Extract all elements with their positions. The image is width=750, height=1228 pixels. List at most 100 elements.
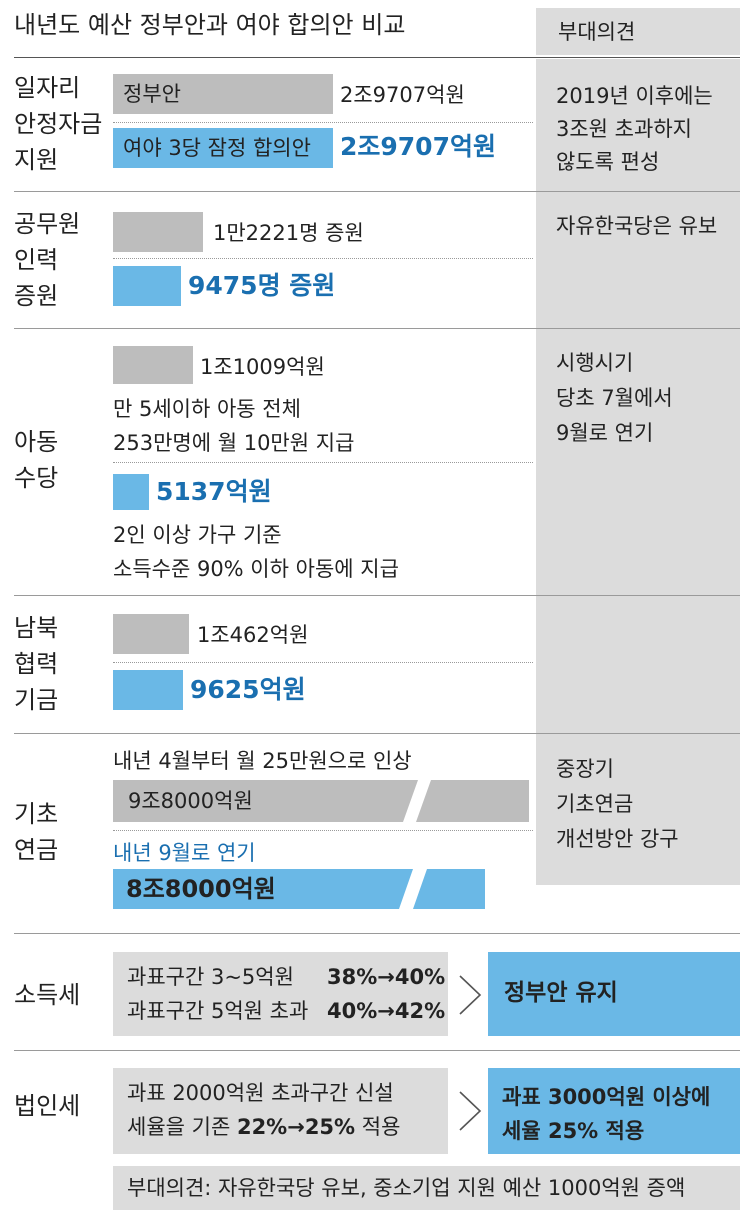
category-line: 남북 <box>14 614 59 642</box>
side-header-label: 부대의견 <box>558 20 636 44</box>
category-line: 기금 <box>14 686 59 714</box>
gov-desc: 만 5세이하 아동 전체 253만명에 월 10만원 지급 <box>113 392 354 460</box>
footer-note-box: 부대의견: 자유한국당 유보, 중소기업 지원 예산 1000억원 증액 <box>113 1166 740 1210</box>
category-child: 아동 수당 <box>14 424 58 496</box>
category-line: 수당 <box>14 464 59 492</box>
category-civil: 공무원 인력 증원 <box>14 206 80 314</box>
gov-bar-broken <box>113 780 529 822</box>
corp-tax-line-1: 과표 2000억원 초과구간 신설 <box>127 1081 394 1105</box>
arrow-right-icon <box>459 975 482 1015</box>
income-tax-result: 정부안 유지 <box>504 980 618 1006</box>
note-line: 중장기 <box>556 757 614 781</box>
dotted-divider <box>113 122 533 123</box>
agree-bar <box>113 670 183 710</box>
agree-value: 9475명 증원 <box>188 271 336 300</box>
agree-bar <box>113 474 149 510</box>
gov-value: 1조1009억원 <box>200 355 325 379</box>
result-line: 과표 3000억원 이상에 <box>502 1085 711 1109</box>
note-line: 자유한국당은 유보 <box>556 214 718 238</box>
desc-line: 소득수준 90% 이하 아동에 지급 <box>113 557 399 581</box>
side-header-box: 부대의견 <box>536 8 740 55</box>
desc-line: 만 5세이하 아동 전체 <box>113 397 301 421</box>
income-tax-result-box: 정부안 유지 <box>488 952 740 1036</box>
category-jobs: 일자리 안정자금 지원 <box>14 70 102 178</box>
note-line: 9월로 연기 <box>556 421 654 445</box>
category-pension: 기초 연금 <box>14 796 58 868</box>
corp-tax-line-2-value: 22%→25% <box>236 1115 356 1139</box>
dotted-divider <box>113 462 533 463</box>
income-tax-line-2-label: 과표구간 5억원 초과 <box>127 999 309 1023</box>
category-line: 지원 <box>14 146 59 174</box>
agree-bar: 여야 3당 잠정 합의안 <box>113 128 333 168</box>
note-jobs: 2019년 이후에는 3조원 초과하지 않도록 편성 <box>556 80 713 179</box>
separator <box>14 191 740 192</box>
separator <box>14 933 740 934</box>
note-line: 기초연금 <box>556 792 634 816</box>
note-civil: 자유한국당은 유보 <box>556 210 717 243</box>
category-line: 협력 <box>14 650 59 678</box>
note-line: 개선방안 강구 <box>556 827 679 851</box>
corp-tax-gov-box: 과표 2000억원 초과구간 신설 세율을 기존 22%→25% 적용 <box>113 1068 448 1154</box>
category-income-tax: 소득세 <box>14 981 81 1009</box>
income-tax-gov-box: 과표구간 3~5억원 38%→40% 과표구간 5억원 초과 40%→42% <box>113 952 448 1036</box>
corp-tax-result-box: 과표 3000억원 이상에 세율 25% 적용 <box>488 1068 740 1154</box>
separator <box>14 595 740 596</box>
note-line: 2019년 이후에는 <box>556 84 713 108</box>
agree-value: 9625억원 <box>190 675 306 704</box>
agree-value: 8조8000억원 <box>126 875 276 903</box>
desc-line: 253만명에 월 10만원 지급 <box>113 431 355 455</box>
gov-bar: 정부안 <box>113 74 333 114</box>
desc-line: 2인 이상 가구 기준 <box>113 523 282 547</box>
income-tax-line-1-value: 38%→40% <box>327 965 446 989</box>
category-line: 증원 <box>14 282 59 310</box>
footer-note: 부대의견: 자유한국당 유보, 중소기업 지원 예산 1000억원 증액 <box>127 1176 686 1200</box>
separator <box>14 1050 740 1051</box>
category-nk: 남북 협력 기금 <box>14 610 58 718</box>
side-note-column <box>536 59 740 885</box>
note-line: 당초 7월에서 <box>556 386 673 410</box>
gov-desc: 내년 4월부터 월 25만원으로 인상 <box>113 749 412 773</box>
note-pension: 중장기 기초연금 개선방안 강구 <box>556 752 679 857</box>
note-line: 3조원 초과하지 <box>556 117 692 141</box>
corp-tax-line-2-suffix: 적용 <box>355 1115 401 1139</box>
category-line: 공무원 <box>14 210 81 238</box>
note-line: 않도록 편성 <box>556 150 660 174</box>
category-corp-tax: 법인세 <box>14 1092 81 1120</box>
agree-bar-broken <box>113 869 485 909</box>
note-line: 시행시기 <box>556 351 634 375</box>
page-title: 내년도 예산 정부안과 여야 합의안 비교 <box>14 11 406 39</box>
gov-value: 1만2221명 증원 <box>213 221 364 245</box>
arrow-right-icon <box>459 1091 482 1131</box>
income-tax-line-2-value: 40%→42% <box>327 999 446 1023</box>
agree-value: 2조9707억원 <box>340 132 496 161</box>
gov-value: 1조462억원 <box>197 623 309 647</box>
agree-value: 5137억원 <box>156 477 272 506</box>
income-tax-line-1-label: 과표구간 3~5억원 <box>127 965 294 989</box>
category-line: 아동 <box>14 428 59 456</box>
gov-value: 2조9707억원 <box>340 83 465 107</box>
gov-bar <box>113 614 189 654</box>
corp-tax-line-2-prefix: 세율을 기존 <box>127 1115 237 1139</box>
category-line: 인력 <box>14 246 59 274</box>
corp-tax-line-2: 세율을 기존 22%→25% 적용 <box>127 1114 400 1140</box>
category-line: 연금 <box>14 836 59 864</box>
category-line: 일자리 <box>14 74 81 102</box>
agree-desc: 내년 9월로 연기 <box>113 841 256 865</box>
agree-desc: 2인 이상 가구 기준 소득수준 90% 이하 아동에 지급 <box>113 518 399 586</box>
note-child: 시행시기 당초 7월에서 9월로 연기 <box>556 346 673 451</box>
category-line: 기초 <box>14 800 59 828</box>
top-rule <box>14 57 740 58</box>
agree-bar-label: 여야 3당 잠정 합의안 <box>123 136 311 160</box>
agree-bar <box>113 266 181 306</box>
separator <box>14 733 740 734</box>
result-line: 세율 25% 적용 <box>502 1119 645 1143</box>
gov-bar <box>113 212 203 252</box>
gov-bar-label: 정부안 <box>123 82 181 106</box>
category-line: 안정자금 <box>14 110 103 138</box>
separator <box>14 328 740 329</box>
dotted-divider <box>113 258 533 259</box>
gov-value: 9조8000억원 <box>128 789 253 813</box>
gov-bar <box>113 346 193 384</box>
corp-tax-result: 과표 3000억원 이상에 세율 25% 적용 <box>502 1080 710 1148</box>
dotted-divider <box>113 662 533 663</box>
